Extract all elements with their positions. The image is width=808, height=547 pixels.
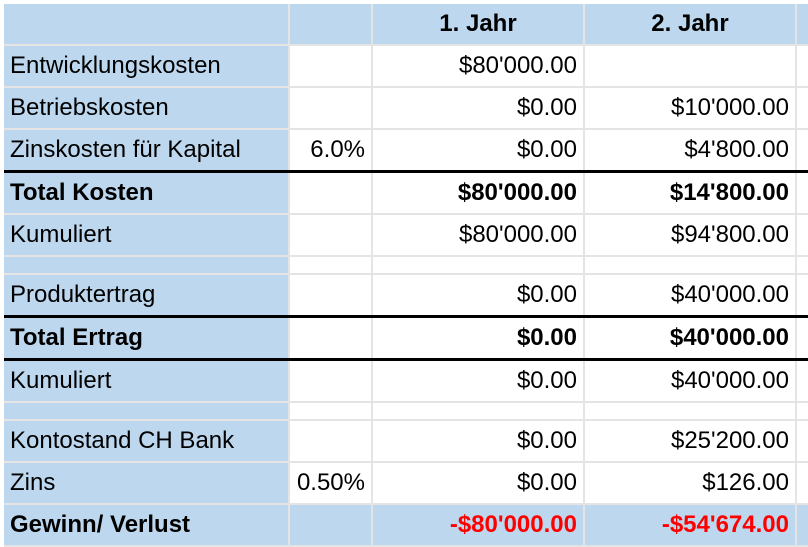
year2-cell[interactable]: $94'800.00 [584,214,797,257]
year1-cell[interactable]: $0.00 [372,462,585,505]
year2-cell[interactable]: $14'800.00 [584,170,797,215]
spacer-cell[interactable] [289,402,373,421]
row-label[interactable]: Zinskosten für Kapital [4,129,290,173]
row-label[interactable]: Betriebskosten [4,87,290,130]
rate-cell[interactable] [289,214,373,257]
year1-cell[interactable]: $0.00 [372,315,585,361]
row-label[interactable]: Produktertrag [4,274,290,318]
year1-cell[interactable]: -$80'000.00 [372,504,585,547]
spacer-cell[interactable] [4,402,290,421]
row-label[interactable]: Kontostand CH Bank [4,420,290,463]
row-label[interactable]: Kumuliert [4,358,290,403]
spacer-cell[interactable] [796,402,808,421]
header-year1-cell[interactable]: 1. Jahr [372,4,585,46]
header-blank-cell[interactable] [4,4,290,46]
row-label[interactable]: Zins [4,462,290,505]
header-rate-cell[interactable] [289,4,373,46]
rate-cell[interactable] [289,170,373,215]
year1-cell[interactable]: $80'000.00 [372,45,585,88]
year2-cell[interactable]: $40'000.00 [584,315,797,361]
row-zinskosten-kapital: Zinskosten für Kapital 6.0% $0.00 $4'800… [4,129,808,173]
spreadsheet-table: 1. Jahr 2. Jahr Entwicklungskosten $80'0… [4,4,808,547]
row-kontostand: Kontostand CH Bank $0.00 $25'200.00 [4,420,808,463]
overflow-cell[interactable] [796,129,808,173]
year1-cell[interactable]: $0.00 [372,274,585,318]
spacer-cell[interactable] [584,402,797,421]
spacer-cell[interactable] [372,256,585,275]
year1-cell[interactable]: $80'000.00 [372,214,585,257]
row-kumuliert-ertrag: Kumuliert $0.00 $40'000.00 [4,358,808,403]
row-produktertrag: Produktertrag $0.00 $40'000.00 [4,274,808,318]
rate-cell[interactable] [289,358,373,403]
year2-cell[interactable]: $126.00 [584,462,797,505]
spacer-cell[interactable] [4,256,290,275]
rate-cell[interactable]: 0.50% [289,462,373,505]
rate-cell[interactable] [289,87,373,130]
row-label[interactable]: Total Kosten [4,170,290,215]
rate-cell[interactable] [289,420,373,463]
rate-cell[interactable]: 6.0% [289,129,373,173]
overflow-cell[interactable] [796,358,808,403]
row-kumuliert-kosten: Kumuliert $80'000.00 $94'800.00 [4,214,808,257]
rate-cell[interactable] [289,45,373,88]
rate-cell[interactable] [289,315,373,361]
row-betriebskosten: Betriebskosten $0.00 $10'000.00 [4,87,808,130]
year2-cell[interactable]: -$54'674.00 [584,504,797,547]
row-gewinn-verlust: Gewinn/ Verlust -$80'000.00 -$54'674.00 [4,504,808,547]
row-total-ertrag: Total Ertrag $0.00 $40'000.00 [4,315,808,361]
year2-cell[interactable]: $40'000.00 [584,358,797,403]
year1-cell[interactable]: $0.00 [372,129,585,173]
row-label[interactable]: Gewinn/ Verlust [4,504,290,547]
overflow-cell[interactable] [796,45,808,88]
spacer-row [4,402,808,421]
spacer-cell[interactable] [289,256,373,275]
year1-cell[interactable]: $0.00 [372,87,585,130]
header-row: 1. Jahr 2. Jahr [4,4,808,46]
year1-cell[interactable]: $0.00 [372,420,585,463]
overflow-cell[interactable] [796,504,808,547]
year2-cell[interactable]: $4'800.00 [584,129,797,173]
year2-cell[interactable]: $10'000.00 [584,87,797,130]
header-year2-cell[interactable]: 2. Jahr [584,4,797,46]
spacer-cell[interactable] [584,256,797,275]
row-label[interactable]: Entwicklungskosten [4,45,290,88]
row-label[interactable]: Total Ertrag [4,315,290,361]
rate-cell[interactable] [289,274,373,318]
header-overflow-cell[interactable] [796,4,808,46]
spacer-cell[interactable] [372,402,585,421]
overflow-cell[interactable] [796,214,808,257]
overflow-cell[interactable] [796,420,808,463]
spacer-cell[interactable] [796,256,808,275]
spacer-row [4,256,808,275]
year2-cell[interactable] [584,45,797,88]
rate-cell[interactable] [289,504,373,547]
year2-cell[interactable]: $40'000.00 [584,274,797,318]
row-entwicklungskosten: Entwicklungskosten $80'000.00 [4,45,808,88]
overflow-cell[interactable] [796,274,808,318]
row-label[interactable]: Kumuliert [4,214,290,257]
overflow-cell[interactable] [796,315,808,361]
overflow-cell[interactable] [796,87,808,130]
year1-cell[interactable]: $80'000.00 [372,170,585,215]
overflow-cell[interactable] [796,462,808,505]
row-total-kosten: Total Kosten $80'000.00 $14'800.00 [4,170,808,215]
year2-cell[interactable]: $25'200.00 [584,420,797,463]
row-zins: Zins 0.50% $0.00 $126.00 [4,462,808,505]
overflow-cell[interactable] [796,170,808,215]
year1-cell[interactable]: $0.00 [372,358,585,403]
